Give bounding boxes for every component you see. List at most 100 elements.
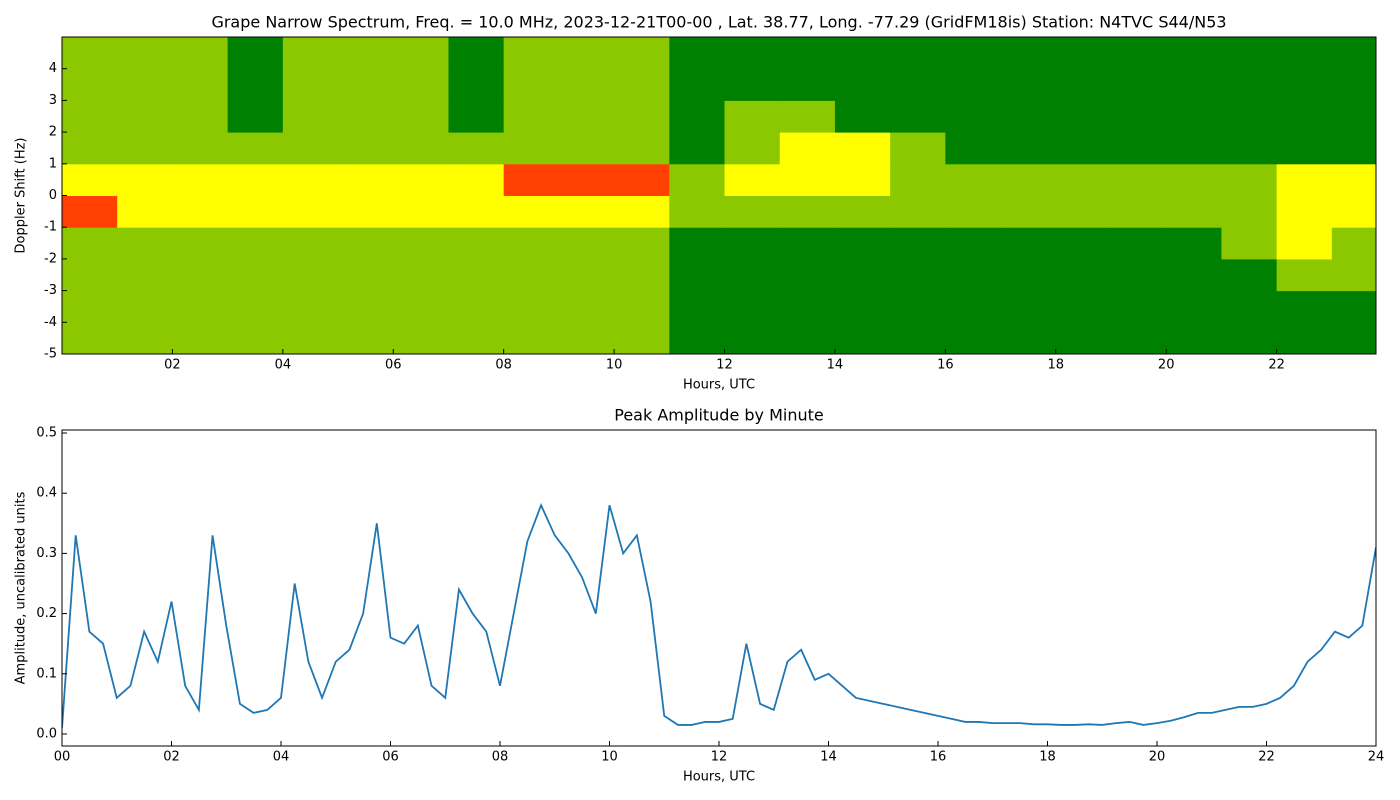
heat-cell xyxy=(834,290,891,323)
heat-cell xyxy=(1110,100,1167,133)
heat-cell xyxy=(1110,68,1167,101)
heat-cell xyxy=(1055,100,1112,133)
heat-cell xyxy=(669,37,726,70)
heat-cell xyxy=(172,290,229,323)
heat-cell xyxy=(448,100,505,133)
x-tick-label: 16 xyxy=(930,750,947,765)
heat-cell xyxy=(724,227,781,260)
heat-cell xyxy=(503,258,560,292)
heat-cell xyxy=(779,195,836,228)
heat-cell xyxy=(558,163,615,196)
heat-cell xyxy=(62,322,118,354)
heat-cell xyxy=(117,132,173,165)
heat-cell xyxy=(227,100,284,133)
heat-cell xyxy=(558,132,615,165)
heat-cell xyxy=(1276,227,1333,260)
heat-cell xyxy=(724,132,781,165)
heat-cell xyxy=(1166,258,1222,292)
heat-cell xyxy=(669,195,726,228)
heat-cell xyxy=(558,195,615,228)
heat-cell xyxy=(393,227,449,260)
heat-cell xyxy=(393,322,449,354)
heat-cell xyxy=(1055,37,1112,70)
heat-cell xyxy=(227,290,284,323)
heat-cell xyxy=(117,163,173,196)
heat-cell xyxy=(1276,68,1333,101)
heat-cell xyxy=(1221,258,1278,292)
heat-cell xyxy=(393,132,449,165)
y-axis-label: Amplitude, uncalibrated units xyxy=(14,491,29,684)
heat-cell xyxy=(890,68,946,101)
heat-cell xyxy=(1166,163,1222,196)
heat-cell xyxy=(1110,290,1167,323)
x-tick-label: 14 xyxy=(827,358,844,373)
x-tick-label: 20 xyxy=(1158,358,1175,373)
heat-cell xyxy=(448,258,505,292)
y-tick-label: 0.0 xyxy=(36,726,57,741)
heat-cell xyxy=(448,290,505,323)
heat-cell xyxy=(282,68,339,101)
heat-cell xyxy=(834,132,891,165)
heat-cell xyxy=(1331,290,1376,323)
heat-cell xyxy=(172,195,229,228)
x-tick-label: 12 xyxy=(711,750,728,765)
heat-cell xyxy=(1055,195,1112,228)
heat-cell xyxy=(62,37,118,70)
heat-cell xyxy=(117,37,173,70)
heat-cell xyxy=(558,227,615,260)
heat-cell xyxy=(1276,322,1333,354)
heat-cell xyxy=(779,163,836,196)
heat-cell xyxy=(117,258,173,292)
heat-cell xyxy=(724,258,781,292)
heat-cell xyxy=(1000,290,1057,323)
heat-cell xyxy=(503,195,560,228)
heat-cell xyxy=(834,322,891,354)
heat-cell xyxy=(945,290,1002,323)
heat-cell xyxy=(669,163,726,196)
heat-cell xyxy=(779,290,836,323)
x-axis-label: Hours, UTC xyxy=(683,770,755,785)
heat-cell xyxy=(669,290,726,323)
heat-cell xyxy=(282,322,339,354)
x-axis-label: Hours, UTC xyxy=(683,378,755,393)
heat-cell xyxy=(945,37,1002,70)
heat-cell xyxy=(558,100,615,133)
heat-cell xyxy=(1331,132,1376,165)
heat-cell xyxy=(62,163,118,196)
heat-cell xyxy=(1221,163,1278,196)
heat-cell xyxy=(227,322,284,354)
y-tick-label: -5 xyxy=(44,347,57,362)
heat-cell xyxy=(1000,322,1057,354)
heat-cell xyxy=(172,100,229,133)
heat-cell xyxy=(1166,195,1222,228)
heat-cell xyxy=(172,163,229,196)
y-tick-label: 1 xyxy=(49,156,57,171)
heat-cell xyxy=(779,227,836,260)
heat-cell xyxy=(834,100,891,133)
heat-cell xyxy=(1276,290,1333,323)
heat-cell xyxy=(227,68,284,101)
heat-cell xyxy=(1221,37,1278,70)
chart: 02 04 06 08 10 12 14 16 18 20 22-5-4-3-2-101234Gra… xyxy=(14,13,1377,393)
heat-cell xyxy=(779,322,836,354)
heat-cell xyxy=(172,322,229,354)
y-tick-label: 0.3 xyxy=(36,546,57,561)
heat-cell xyxy=(779,258,836,292)
heat-cell xyxy=(1000,100,1057,133)
heat-cell xyxy=(669,100,726,133)
heat-cell xyxy=(1276,100,1333,133)
x-tick-label: 08 xyxy=(492,750,509,765)
chart-title: Peak Amplitude by Minute xyxy=(614,406,824,425)
heat-cell xyxy=(890,37,946,70)
heat-cell xyxy=(890,100,946,133)
heat-cell xyxy=(779,68,836,101)
heat-cell xyxy=(117,290,173,323)
heat-cell xyxy=(117,100,173,133)
heat-cell xyxy=(393,195,449,228)
heat-cell xyxy=(503,227,560,260)
plot-area xyxy=(62,37,1376,354)
heat-cell xyxy=(448,37,505,70)
y-tick-label: -2 xyxy=(44,251,57,266)
heat-cell xyxy=(227,37,284,70)
heat-cell xyxy=(890,322,946,354)
